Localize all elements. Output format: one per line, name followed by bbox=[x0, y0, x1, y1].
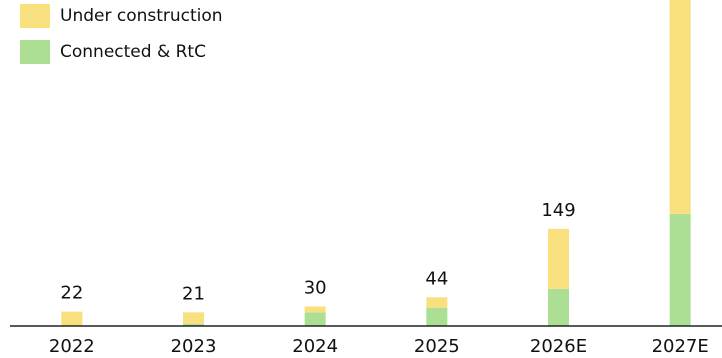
bar-segment bbox=[304, 306, 326, 313]
bar-segment bbox=[548, 288, 569, 326]
legend-label: Connected & RtC bbox=[60, 42, 206, 62]
bar-segment bbox=[61, 311, 83, 326]
x-tick-label: 2027E bbox=[652, 336, 709, 357]
legend-label: Under construction bbox=[60, 6, 223, 26]
value-label: 44 bbox=[425, 268, 448, 289]
x-tick-label: 2024 bbox=[292, 336, 338, 357]
x-tick-label: 2022 bbox=[49, 336, 95, 357]
bar-segment bbox=[183, 312, 204, 325]
bar-segment bbox=[548, 228, 569, 289]
x-tick-label: 2026E bbox=[530, 336, 587, 357]
bar-segment bbox=[426, 297, 448, 308]
bar-segment bbox=[304, 312, 326, 326]
legend-swatch bbox=[20, 40, 50, 64]
x-tick-label: 2023 bbox=[171, 336, 217, 357]
value-label: 149 bbox=[541, 200, 575, 221]
x-tick-label: 2025 bbox=[414, 336, 460, 357]
value-label: 22 bbox=[60, 283, 83, 304]
plot-area bbox=[61, 0, 691, 326]
value-label: 30 bbox=[304, 277, 327, 298]
bar-segment bbox=[669, 0, 691, 214]
value-label: 21 bbox=[182, 283, 205, 304]
legend-swatch bbox=[20, 4, 50, 28]
bar-segment bbox=[426, 307, 448, 326]
bar-segment bbox=[183, 324, 204, 326]
bar-segment bbox=[669, 213, 691, 326]
